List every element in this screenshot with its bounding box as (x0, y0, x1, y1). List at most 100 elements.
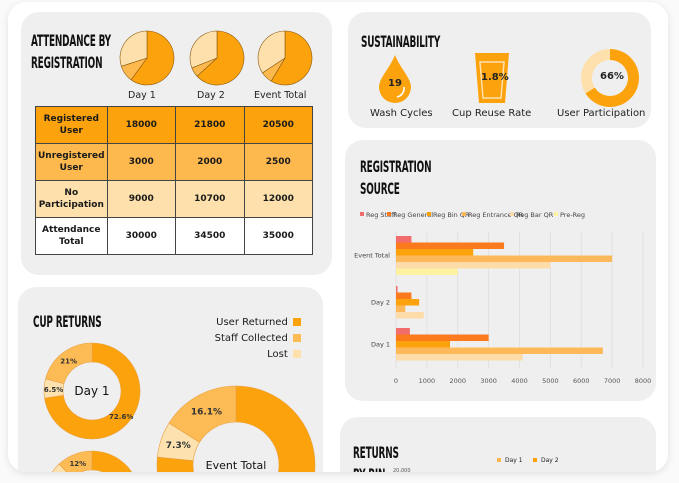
cell: 34500 (175, 217, 245, 255)
x-tick-label: 2000 (449, 377, 466, 385)
donut-segment-user-returned (156, 385, 316, 472)
bar-reg-staff (396, 236, 412, 243)
attendance-card: Attendance by Registration Day 1 Day 2 E… (21, 12, 332, 275)
dashboard-frame: Attendance by Registration Day 1 Day 2 E… (8, 2, 668, 472)
cell: 3000 (106, 143, 177, 181)
pie-slice-no-participation (189, 30, 218, 69)
legend-label: Reg General (393, 211, 433, 219)
cup-returns-legend: User Returned Staff Collected Lost (215, 315, 301, 363)
cell: 9000 (106, 180, 177, 218)
cell: 18000 (106, 106, 177, 144)
bar-reg-entrance-qr (396, 255, 613, 262)
column-header-event-total: Event Total (254, 90, 307, 101)
bar-reg-bin-qr (396, 341, 451, 348)
cell: 2500 (243, 143, 314, 181)
cup-reuse-value: 1.8% (481, 72, 509, 83)
donut-percent-label: 16.1% (191, 408, 222, 418)
cell: 20500 (243, 106, 314, 144)
cup-returns-donuts: 72.6%6.5%21%Day 112%Day 27.3%16.1%Event … (43, 342, 316, 472)
bar-reg-general (396, 334, 489, 341)
participation-ring (581, 49, 640, 107)
bar-reg-staff (396, 328, 410, 335)
column-header-day2: Day 2 (197, 90, 225, 101)
x-tick-label: 6000 (573, 377, 590, 385)
donut-center-label: Day 1 (74, 384, 109, 398)
participation-label: User Participation (557, 108, 646, 119)
x-tick-label: 0 (394, 377, 398, 385)
legend-item-lost: Lost (215, 347, 301, 363)
table-row-unregistered: Unregistered User 3000 2000 2500 (35, 143, 314, 181)
legend-swatch (293, 334, 301, 342)
y-category-label: Day 2 (371, 298, 390, 306)
registration-source-title-line2: Source (360, 179, 400, 198)
bar-reg-bar-qr (396, 354, 523, 361)
column-header-day1: Day 1 (128, 90, 156, 101)
legend-label: Reg Entrance QR (468, 211, 524, 219)
legend-label: Reg Bar QR (516, 211, 554, 219)
table-row-total: Attendance Total 30000 34500 35000 (35, 217, 314, 255)
pie-slice-registered (270, 30, 313, 86)
table-row-registered: Registered User 18000 21800 20500 (35, 106, 314, 144)
donut-percent-label: 12% (69, 460, 86, 468)
cup-returns-card: Cup Returns User Returned Staff Collecte… (18, 287, 323, 472)
sustainability-card: Sustainability 19 Wash Cycles 1.8% Cup R… (348, 12, 651, 128)
returns-by-bin-title-line1: Returns (353, 443, 399, 462)
registration-source-card: Registration Source Reg Staff Reg General… (345, 140, 656, 401)
row-header: Registered User (35, 106, 108, 144)
bar-reg-general (396, 242, 505, 249)
legend-swatch (497, 458, 501, 462)
returns-by-bin-title-line2: by Bin (353, 464, 385, 472)
bar-reg-bar-qr (396, 262, 551, 269)
water-drop-icon (379, 55, 411, 103)
participation-value: 66% (600, 71, 624, 82)
row-header: No Participation (35, 180, 108, 218)
x-tick-label: 4000 (511, 377, 528, 385)
y-category-label: Day 1 (371, 340, 390, 348)
donut-center-label: Event Total (206, 459, 267, 472)
bar-reg-entrance-qr (396, 347, 603, 354)
bar-pre-reg (396, 268, 458, 275)
legend-swatch (387, 212, 391, 216)
x-tick-label: 3000 (480, 377, 497, 385)
bar-reg-entrance-qr (396, 305, 406, 312)
x-tick-label: 5000 (542, 377, 559, 385)
x-tick-label: 8000 (635, 377, 652, 385)
legend-swatch (462, 212, 466, 216)
pie-slice-registered (130, 30, 175, 86)
attendance-pies (119, 30, 313, 86)
legend-label: Pre-Reg (560, 211, 585, 219)
donut-segment-staff-collected (168, 385, 237, 443)
donut-percent-label: 72.6% (109, 413, 133, 421)
bar-reg-general (396, 292, 412, 299)
donut-percent-label: 21% (60, 357, 77, 365)
x-tick-label: 1000 (419, 377, 436, 385)
attendance-table: Registered User 18000 21800 20500 Unregis… (35, 106, 314, 255)
legend-item-day2: Day 2 (533, 457, 559, 464)
y-category-label: Event Total (354, 252, 390, 260)
legend-swatch (360, 212, 364, 216)
wash-cycles-label: Wash Cycles (370, 108, 433, 119)
cell: 12000 (243, 180, 314, 218)
donut-segment-staff-collected (58, 450, 93, 472)
legend-item-day1: Day 1 (497, 457, 523, 464)
legend-swatch (510, 212, 514, 216)
donut-segment-user-returned (91, 450, 132, 472)
attendance-title-line1: Attendance by (31, 31, 111, 50)
donut-percent-label: 7.3% (166, 441, 191, 451)
donut-segment-user-returned (44, 342, 141, 440)
table-row-no-participation: No Participation 9000 10700 12000 (35, 180, 314, 218)
cup-icon (475, 53, 509, 103)
legend-swatch (293, 350, 301, 358)
cup-returns-title: Cup Returns (33, 312, 102, 331)
legend-swatch (554, 212, 558, 216)
returns-by-bin-card: Returns by Bin 20,000 Day 1 Day 2 (340, 417, 656, 472)
sustainability-title: Sustainability (361, 32, 441, 51)
pie-slice-registered (196, 30, 245, 86)
cell: 35000 (243, 217, 314, 255)
bar-reg-bin-qr (396, 249, 474, 256)
legend-swatch (533, 458, 537, 462)
bar-reg-bar-qr (396, 312, 424, 319)
legend-swatch (427, 212, 431, 216)
